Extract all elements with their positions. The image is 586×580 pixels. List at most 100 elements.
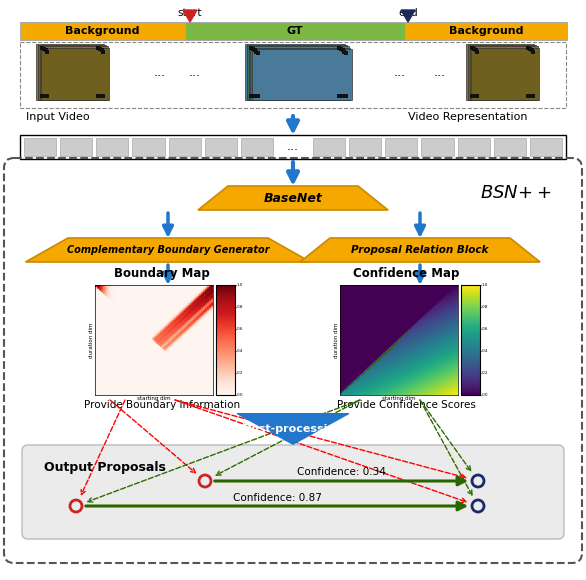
FancyBboxPatch shape	[405, 22, 567, 40]
FancyBboxPatch shape	[526, 46, 530, 50]
FancyBboxPatch shape	[473, 48, 478, 52]
FancyBboxPatch shape	[386, 138, 417, 156]
Text: Confidence: 0.87: Confidence: 0.87	[233, 493, 322, 503]
FancyBboxPatch shape	[60, 138, 92, 156]
FancyBboxPatch shape	[185, 22, 405, 40]
FancyBboxPatch shape	[313, 138, 345, 156]
FancyBboxPatch shape	[342, 94, 346, 98]
FancyBboxPatch shape	[43, 94, 47, 98]
FancyBboxPatch shape	[40, 46, 44, 50]
FancyBboxPatch shape	[42, 47, 46, 51]
FancyBboxPatch shape	[337, 94, 341, 98]
FancyBboxPatch shape	[249, 46, 253, 50]
FancyBboxPatch shape	[101, 50, 105, 53]
FancyBboxPatch shape	[256, 94, 260, 98]
FancyBboxPatch shape	[251, 94, 255, 98]
FancyBboxPatch shape	[458, 138, 490, 156]
FancyBboxPatch shape	[421, 138, 454, 156]
FancyBboxPatch shape	[471, 48, 539, 100]
FancyBboxPatch shape	[344, 51, 348, 55]
FancyBboxPatch shape	[252, 49, 352, 100]
FancyBboxPatch shape	[253, 94, 257, 98]
FancyBboxPatch shape	[169, 138, 200, 156]
FancyBboxPatch shape	[469, 46, 537, 100]
FancyBboxPatch shape	[40, 94, 44, 98]
Text: Provide Confidence Scores: Provide Confidence Scores	[337, 400, 476, 410]
FancyBboxPatch shape	[40, 46, 108, 100]
FancyBboxPatch shape	[248, 46, 349, 100]
FancyBboxPatch shape	[100, 94, 104, 98]
FancyBboxPatch shape	[472, 47, 476, 51]
Y-axis label: duration dim: duration dim	[333, 322, 339, 358]
Text: Proposal Relation Block: Proposal Relation Block	[352, 245, 489, 255]
FancyBboxPatch shape	[470, 94, 474, 98]
FancyBboxPatch shape	[475, 50, 479, 53]
Text: ...: ...	[434, 66, 446, 78]
FancyBboxPatch shape	[340, 48, 345, 52]
FancyBboxPatch shape	[247, 45, 347, 100]
FancyBboxPatch shape	[528, 94, 532, 98]
Text: Complementary Boundary Generator: Complementary Boundary Generator	[67, 245, 269, 255]
Y-axis label: duration dim: duration dim	[88, 322, 94, 358]
FancyBboxPatch shape	[468, 45, 536, 100]
FancyBboxPatch shape	[96, 46, 100, 50]
FancyBboxPatch shape	[43, 48, 47, 52]
FancyArrowPatch shape	[237, 414, 349, 444]
FancyBboxPatch shape	[530, 48, 534, 52]
FancyBboxPatch shape	[101, 94, 105, 98]
Text: ...: ...	[394, 66, 406, 78]
FancyBboxPatch shape	[42, 48, 110, 100]
FancyBboxPatch shape	[241, 138, 273, 156]
FancyBboxPatch shape	[339, 94, 343, 98]
FancyBboxPatch shape	[340, 94, 345, 98]
FancyBboxPatch shape	[349, 138, 381, 156]
Text: ...: ...	[287, 140, 299, 154]
FancyBboxPatch shape	[528, 47, 532, 51]
Text: start: start	[178, 8, 202, 18]
FancyBboxPatch shape	[245, 44, 345, 100]
FancyBboxPatch shape	[96, 138, 128, 156]
FancyBboxPatch shape	[337, 46, 341, 50]
FancyBboxPatch shape	[342, 50, 346, 53]
FancyBboxPatch shape	[532, 94, 536, 98]
FancyBboxPatch shape	[254, 94, 258, 98]
Text: ...: ...	[154, 66, 166, 78]
Text: Boundary Map: Boundary Map	[114, 267, 209, 280]
FancyBboxPatch shape	[339, 47, 343, 51]
FancyBboxPatch shape	[251, 47, 255, 51]
FancyBboxPatch shape	[98, 47, 102, 51]
FancyBboxPatch shape	[494, 138, 526, 156]
FancyBboxPatch shape	[22, 445, 564, 539]
FancyBboxPatch shape	[100, 48, 104, 52]
Text: Background: Background	[65, 26, 139, 36]
FancyBboxPatch shape	[475, 94, 479, 98]
FancyBboxPatch shape	[45, 94, 49, 98]
FancyBboxPatch shape	[466, 44, 534, 100]
FancyBboxPatch shape	[96, 94, 100, 98]
Text: $\mathit{BSN\!+\!+}$: $\mathit{BSN\!+\!+}$	[480, 184, 552, 202]
FancyBboxPatch shape	[473, 94, 478, 98]
Text: ...: ...	[189, 66, 201, 78]
FancyBboxPatch shape	[532, 50, 536, 53]
FancyBboxPatch shape	[470, 46, 474, 50]
FancyBboxPatch shape	[253, 48, 257, 52]
X-axis label: starting dim: starting dim	[382, 396, 416, 401]
Text: Post-processing: Post-processing	[243, 424, 343, 434]
Polygon shape	[183, 10, 197, 22]
FancyBboxPatch shape	[205, 138, 237, 156]
Text: Output Proposals: Output Proposals	[44, 461, 166, 474]
FancyBboxPatch shape	[20, 135, 566, 159]
Polygon shape	[26, 238, 311, 262]
FancyBboxPatch shape	[254, 50, 258, 53]
FancyBboxPatch shape	[24, 138, 56, 156]
FancyBboxPatch shape	[250, 48, 350, 100]
Text: Confidence Map: Confidence Map	[353, 267, 460, 280]
Polygon shape	[300, 238, 540, 262]
FancyBboxPatch shape	[45, 50, 49, 53]
Text: Confidence: 0.34: Confidence: 0.34	[297, 467, 386, 477]
Text: GT: GT	[287, 26, 304, 36]
FancyBboxPatch shape	[20, 22, 185, 40]
FancyBboxPatch shape	[42, 94, 46, 98]
X-axis label: starting dim: starting dim	[137, 396, 171, 401]
Text: Input Video: Input Video	[26, 112, 90, 122]
